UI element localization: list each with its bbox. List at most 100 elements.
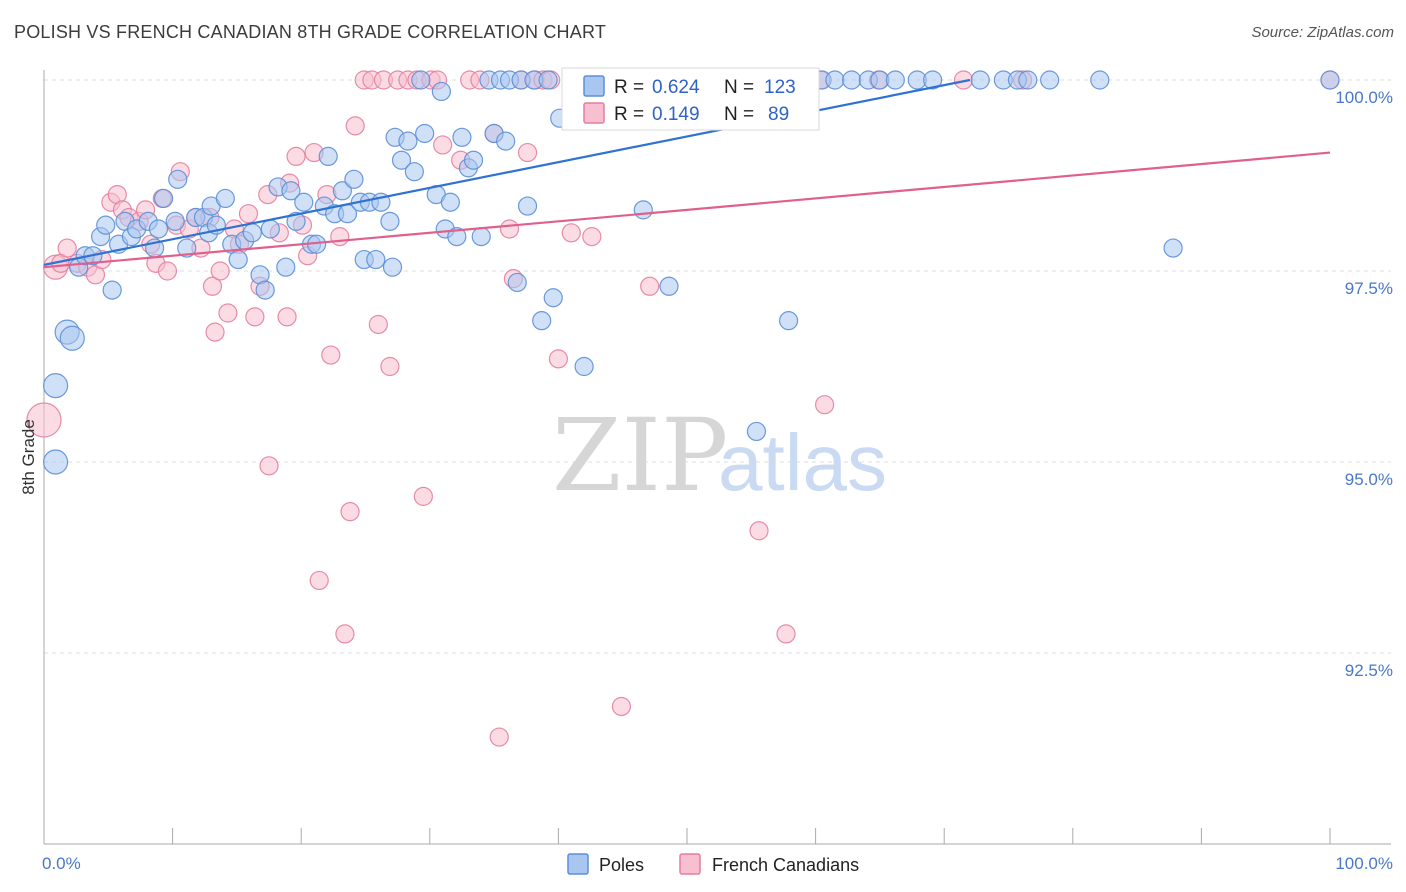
poles-point-17 bbox=[153, 188, 174, 209]
poles-point-35 bbox=[276, 257, 296, 277]
french-canadians-point-60 bbox=[433, 135, 453, 155]
poles-point-0 bbox=[42, 373, 69, 399]
french-canadians-point-53 bbox=[380, 356, 400, 377]
stats-r-label-poles: R = bbox=[614, 77, 644, 98]
poles-point-37 bbox=[286, 211, 306, 231]
poles-point-79 bbox=[538, 70, 558, 90]
stats-legend-box: R = 0.624 N = 123 R = 0.149 N = 89 bbox=[561, 67, 820, 131]
french-canadians-point-25 bbox=[205, 322, 225, 342]
poles-point-20 bbox=[177, 238, 197, 258]
poles-point-32 bbox=[255, 280, 275, 300]
french-canadians-point-31 bbox=[245, 307, 265, 327]
poles-point-88 bbox=[633, 200, 653, 220]
french-canadians-point-51 bbox=[368, 314, 388, 335]
y-tick-label-0: 100.0% bbox=[1335, 88, 1393, 107]
poles-point-36 bbox=[281, 181, 301, 201]
stats-r-value-poles: 0.624 bbox=[652, 77, 700, 98]
poles-point-55 bbox=[391, 150, 412, 170]
french-canadians-point-17 bbox=[157, 261, 178, 281]
french-canadians-point-77 bbox=[640, 276, 660, 296]
y-tick-label-1: 97.5% bbox=[1345, 279, 1393, 298]
french-canadians-point-84 bbox=[815, 395, 835, 415]
poles-point-19 bbox=[168, 169, 188, 189]
french-canadians-point-76 bbox=[611, 696, 632, 717]
x-tick-label-right: 100.0% bbox=[1335, 854, 1393, 873]
stats-box-frame bbox=[561, 67, 820, 131]
french-canadians-point-82 bbox=[776, 624, 796, 644]
poles-point-50 bbox=[366, 249, 386, 270]
poles-point-33 bbox=[260, 219, 280, 239]
french-canadians-point-36 bbox=[277, 307, 297, 327]
stats-n-label-french-canadians: N = bbox=[724, 104, 754, 125]
x-axis-ticks bbox=[43, 828, 1331, 844]
poles-point-1 bbox=[42, 449, 69, 475]
french-canadians-point-27 bbox=[218, 303, 238, 323]
french-canadians-point-30 bbox=[238, 204, 259, 224]
poles-point-9 bbox=[102, 280, 122, 300]
poles-point-72 bbox=[496, 131, 516, 151]
poles-point-46 bbox=[344, 169, 364, 189]
poles-point-91 bbox=[659, 276, 679, 296]
french-canadians-point-24 bbox=[202, 276, 223, 296]
poles-point-116 bbox=[1163, 238, 1183, 258]
legend-label-poles: Poles bbox=[599, 855, 644, 875]
poles-point-83 bbox=[574, 356, 594, 377]
poles-point-115 bbox=[1090, 70, 1110, 90]
stats-r-value-french-canadians: 0.149 bbox=[652, 104, 700, 125]
poles-point-107 bbox=[885, 70, 905, 90]
poles-point-104 bbox=[842, 70, 862, 90]
poles-point-61 bbox=[431, 81, 451, 102]
legend-swatch-poles bbox=[567, 853, 589, 875]
poles-point-3 bbox=[59, 325, 85, 351]
french-canadians-point-57 bbox=[413, 486, 433, 506]
y-tick-label-3: 92.5% bbox=[1345, 661, 1393, 680]
poles-point-110 bbox=[970, 70, 990, 90]
french-canadians-point-42 bbox=[309, 570, 329, 591]
french-canadians-point-47 bbox=[340, 502, 360, 522]
stats-swatch-poles bbox=[583, 75, 605, 97]
poles-point-64 bbox=[447, 227, 467, 247]
french-canadians-point-0 bbox=[26, 402, 62, 438]
x-tick-label-left: 0.0% bbox=[42, 854, 81, 873]
poles-point-109 bbox=[923, 70, 943, 90]
legend-swatch-french-canadians bbox=[679, 853, 701, 875]
french-canadians-point-44 bbox=[321, 345, 341, 365]
poles-point-26 bbox=[215, 188, 235, 209]
french-canadians-point-80 bbox=[749, 521, 769, 541]
poles-point-63 bbox=[440, 192, 460, 212]
poles-point-114 bbox=[1040, 70, 1060, 90]
poles-point-76 bbox=[517, 196, 538, 216]
poles-point-44 bbox=[332, 181, 352, 201]
poles-point-57 bbox=[404, 162, 424, 182]
stats-n-label-poles: N = bbox=[724, 77, 754, 98]
french-canadians-point-46 bbox=[335, 624, 355, 644]
poles-point-30 bbox=[242, 223, 262, 243]
y-axis-tick-labels: 100.0% 97.5% 95.0% 92.5% bbox=[1335, 88, 1393, 680]
poles-point-113 bbox=[1018, 70, 1038, 90]
poles-point-42 bbox=[318, 146, 338, 166]
french-canadians-point-45 bbox=[330, 227, 350, 247]
poles-point-103 bbox=[825, 70, 845, 90]
poles-point-28 bbox=[228, 249, 248, 270]
stats-r-label-french-canadians: R = bbox=[614, 104, 644, 125]
french-canadians-point-34 bbox=[259, 456, 279, 476]
french-canadians-point-38 bbox=[286, 146, 306, 166]
poles-point-65 bbox=[452, 127, 472, 147]
watermark-zip: ZIP bbox=[552, 397, 728, 514]
poles-point-56 bbox=[398, 131, 418, 151]
french-canadians-point-26 bbox=[210, 261, 230, 281]
french-canadians-point-48 bbox=[345, 116, 365, 136]
poles-point-74 bbox=[507, 272, 527, 293]
poles-point-59 bbox=[415, 123, 435, 144]
poles-point-80 bbox=[543, 288, 563, 308]
poles-point-58 bbox=[411, 70, 431, 90]
french-canadians-point-75 bbox=[582, 227, 602, 247]
poles-point-18 bbox=[165, 211, 185, 231]
poles-point-38 bbox=[294, 192, 314, 212]
french-canadians-point-69 bbox=[517, 142, 538, 163]
watermark-atlas: atlas bbox=[718, 418, 887, 507]
french-canadians-point-74 bbox=[561, 223, 581, 243]
french-canadians-point-65 bbox=[489, 727, 509, 747]
french-canadians-point-66 bbox=[499, 219, 520, 239]
stats-n-value-poles: 123 bbox=[764, 77, 796, 98]
